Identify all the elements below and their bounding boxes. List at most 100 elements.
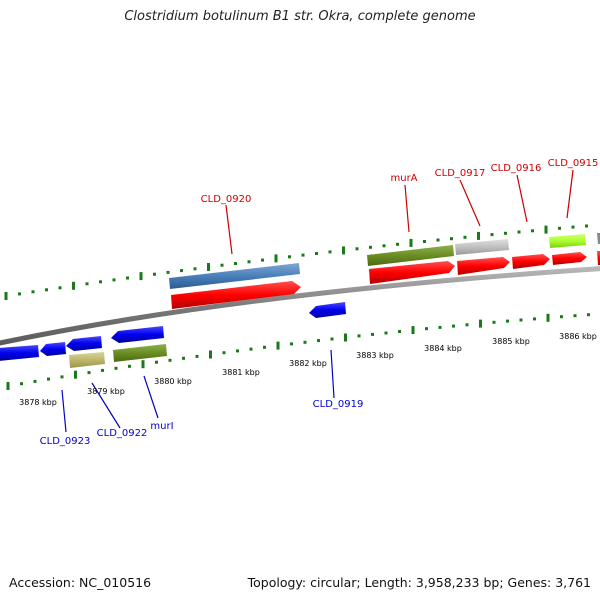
outer-ring-minor-tick bbox=[436, 238, 440, 242]
gene-label-cld-0915[interactable]: CLD_0915 bbox=[548, 158, 599, 169]
tick-label: 3883 kbp bbox=[356, 351, 394, 360]
gene-label-cld-0922[interactable]: CLD_0922 bbox=[97, 428, 148, 439]
inner-ring-major-tick bbox=[344, 333, 347, 342]
outer-ring-major-tick bbox=[544, 225, 548, 234]
outer-ring-minor-tick bbox=[31, 290, 35, 294]
outer-ring-minor-tick bbox=[315, 252, 318, 255]
forward-cds-arrow[interactable] bbox=[457, 257, 510, 275]
inner-ring-major-tick bbox=[546, 313, 550, 322]
genome-backbone bbox=[0, 266, 600, 346]
accession-text: Accession: NC_010516 bbox=[9, 575, 152, 590]
outer-ring-major-tick bbox=[274, 254, 278, 263]
inner-tick-ring bbox=[6, 313, 590, 390]
reverse-cds-arrow[interactable] bbox=[40, 342, 66, 356]
outer-ring-minor-tick bbox=[247, 260, 251, 264]
inner-ring-major-tick bbox=[74, 370, 77, 379]
forward-cds-row bbox=[171, 251, 600, 309]
outer-tick-ring bbox=[4, 224, 588, 300]
outer-ring-minor-tick bbox=[301, 253, 305, 257]
inner-ring-minor-tick bbox=[33, 379, 37, 383]
cds-steelblue-bar[interactable] bbox=[169, 263, 300, 289]
inner-ring-minor-tick bbox=[533, 317, 536, 321]
outer-ring-minor-tick bbox=[193, 267, 197, 271]
position-tick-labels: 3878 kbp 3879 kbp 3880 kbp 3881 kbp 3882… bbox=[19, 332, 597, 407]
outer-ring-minor-tick bbox=[288, 255, 291, 259]
outer-ring-major-tick bbox=[477, 231, 480, 240]
inner-ring-minor-tick bbox=[303, 340, 307, 344]
outer-ring-minor-tick bbox=[517, 230, 521, 234]
inner-ring-minor-tick bbox=[357, 334, 361, 338]
tick-label: 3878 kbp bbox=[19, 398, 57, 407]
forward-cds-arrow[interactable] bbox=[171, 281, 301, 309]
inner-ring-minor-tick bbox=[20, 382, 23, 386]
outer-ring-minor-tick bbox=[450, 237, 453, 241]
inner-ring-minor-tick bbox=[452, 324, 455, 328]
gene-label-leaders bbox=[61, 169, 574, 433]
tick-label: 3885 kbp bbox=[492, 337, 530, 346]
inner-ring-major-tick bbox=[276, 341, 280, 350]
outer-ring-minor-tick bbox=[585, 224, 588, 228]
outer-ring-minor-tick bbox=[558, 226, 561, 230]
forward-cds-arrow[interactable] bbox=[369, 261, 455, 284]
inner-ring-minor-tick bbox=[560, 315, 563, 319]
inner-ring-major-tick bbox=[209, 350, 212, 359]
inner-ring-minor-tick bbox=[182, 356, 185, 360]
outer-ring-minor-tick bbox=[126, 276, 129, 280]
cds-lime-bar[interactable] bbox=[549, 234, 586, 248]
cds-gray-bar-edge[interactable] bbox=[597, 233, 600, 244]
reverse-cds-arrow[interactable] bbox=[309, 302, 346, 318]
outer-ring-minor-tick bbox=[85, 282, 89, 286]
gene-label-cld-0920[interactable]: CLD_0920 bbox=[201, 194, 252, 205]
inner-ring-major-tick bbox=[479, 319, 482, 328]
inner-ring-minor-tick bbox=[425, 327, 428, 331]
inner-ring-major-tick bbox=[411, 326, 415, 335]
cds-khaki-bar[interactable] bbox=[69, 352, 105, 368]
inner-ring-minor-tick bbox=[492, 320, 496, 324]
outer-ring-major-tick bbox=[409, 238, 413, 247]
cds-olive-bar-muri[interactable] bbox=[113, 344, 167, 362]
inner-ring-minor-tick bbox=[236, 349, 239, 353]
gene-label-cld-0917[interactable]: CLD_0917 bbox=[435, 168, 486, 179]
gene-label-cld-0916[interactable]: CLD_0916 bbox=[491, 163, 542, 174]
gene-label-cld-0923[interactable]: CLD_0923 bbox=[40, 436, 91, 447]
inner-ring-minor-tick bbox=[290, 342, 293, 346]
outer-ring-minor-tick bbox=[571, 225, 575, 229]
gene-label-mura[interactable]: murA bbox=[390, 173, 417, 184]
reverse-cds-arrow[interactable] bbox=[111, 326, 164, 343]
outer-ring-minor-tick bbox=[180, 269, 183, 273]
cds-olive-bar-mura[interactable] bbox=[367, 245, 454, 266]
outer-ring-major-tick bbox=[207, 263, 210, 271]
inner-ring-minor-tick bbox=[195, 354, 199, 358]
inner-ring-minor-tick bbox=[506, 319, 509, 323]
tick-label: 3881 kbp bbox=[222, 368, 260, 377]
tick-label: 3879 kbp bbox=[87, 387, 125, 396]
reverse-feature-row-inner bbox=[69, 344, 167, 368]
outer-ring-major-tick bbox=[4, 292, 8, 300]
inner-ring-minor-tick bbox=[371, 332, 374, 336]
inner-ring-minor-tick bbox=[263, 345, 266, 349]
tick-label: 3884 kbp bbox=[424, 344, 462, 353]
cds-gray-bar[interactable] bbox=[455, 239, 509, 255]
reverse-cds-arrow[interactable] bbox=[0, 345, 39, 361]
tick-label: 3886 kbp bbox=[559, 332, 597, 341]
reverse-cds-row bbox=[0, 302, 346, 361]
outer-ring-minor-tick bbox=[463, 235, 467, 239]
inner-ring-minor-tick bbox=[519, 318, 523, 322]
outer-ring-minor-tick bbox=[112, 278, 116, 282]
gene-label-muri[interactable]: murI bbox=[150, 421, 173, 432]
gene-label-cld-0919[interactable]: CLD_0919 bbox=[313, 399, 364, 410]
forward-cds-arrow-edge[interactable] bbox=[597, 251, 600, 265]
inner-ring-minor-tick bbox=[87, 371, 91, 375]
forward-cds-arrow[interactable] bbox=[512, 254, 550, 269]
forward-cds-arrow[interactable] bbox=[552, 252, 587, 265]
inner-ring-minor-tick bbox=[573, 314, 577, 318]
outer-ring-minor-tick bbox=[396, 242, 399, 246]
outer-ring-minor-tick bbox=[153, 272, 156, 276]
inner-ring-minor-tick bbox=[155, 360, 158, 364]
outer-ring-minor-tick bbox=[504, 231, 507, 235]
reverse-cds-arrow[interactable] bbox=[66, 336, 102, 351]
inner-ring-minor-tick bbox=[101, 368, 104, 372]
outer-ring-minor-tick bbox=[382, 244, 386, 248]
